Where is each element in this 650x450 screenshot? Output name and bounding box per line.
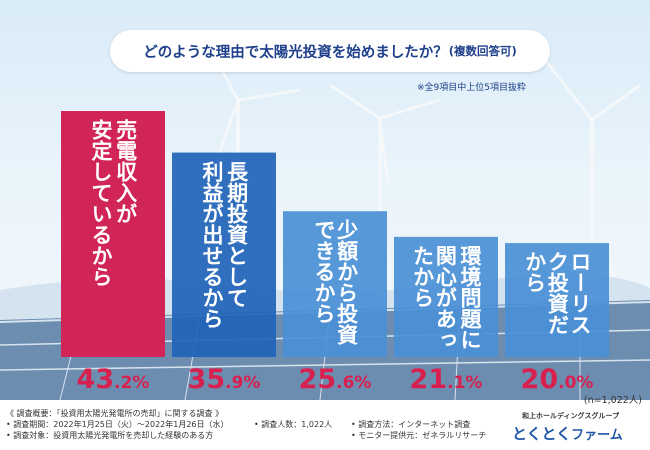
bar [61,111,165,357]
company-logo: 和上ホールディングスグループ とくとくファーム [512,411,644,447]
survey-period: • 調査期間：2022年1月25日（火）〜2022年1月26日（水） [6,420,229,429]
value-label: 25.6% [299,364,372,395]
bar [172,152,276,357]
bar-group: 少額から投資できるから 25.6% [283,211,387,395]
value-label: 21.1% [410,364,483,395]
bar-label-column: 少額から投資できるから [312,219,359,346]
bar-label-column: 関心があったから [410,244,458,350]
chart-title-sub: (複数回答可) [448,44,517,58]
value-label: 43.2% [77,364,150,395]
bar [505,243,609,357]
bar-label-column: ローリスク投資だから [522,251,592,336]
bar-label-column: 利益が出せるから [200,160,224,329]
chart-note: ※全9項目中上位5項目抜粋 [417,83,526,93]
survey-provider: • モニター提供元：ゼネラルリサーチ [351,431,487,440]
survey-method: • 調査方法：インターネット調査 [351,420,471,429]
logo-company-name: 和上ホールディングスグループ [522,412,620,420]
survey-count: • 調査人数：1,022人 [254,420,333,429]
bar [394,236,498,357]
value-label: 35.9% [188,364,261,395]
bar-label-column: 安定しているから [89,119,113,287]
bar-label-column: 環境問題に [458,244,482,350]
bar-label-column: 長期投資として [224,160,249,308]
value-label: 20.0% [521,364,594,395]
bar-label: 長期投資として 利益が出せるから [172,161,276,355]
bar-label: 少額から投資できるから [283,219,387,355]
bar-label: ローリスク投資だから [505,251,609,355]
sample-size-label: (n=1,022人) [583,395,642,406]
logo-brand: とくとくファーム [512,423,623,444]
chart-title: どのような理由で太陽光投資を始めましたか？ (複数回答可) [110,30,550,72]
bar-label-box: 少額から投資できるから [283,219,387,355]
bar-label: 環境問題に 関心があったから [394,245,498,355]
bar-label-column: 売電収入が [113,119,138,224]
bar [283,211,387,357]
bar-group: ローリスク投資だから 20.0% [505,243,609,395]
bar-label: 売電収入が 安定しているから [61,119,165,355]
chart-title-text: どのような理由で太陽光投資を始めましたか？ [143,44,448,61]
logo-brand-word: ファーム [571,428,623,443]
survey-heading: 《 調査概要：「投資用太陽光発電所の売却」に関する調査 》 [6,409,224,418]
logo-brand-kana: とくとく [512,425,572,443]
survey-target: • 調査対象：投資用太陽光発電所を売却した経験のある方 [6,431,214,440]
bar-label-box: ローリスク投資だから [505,251,609,355]
